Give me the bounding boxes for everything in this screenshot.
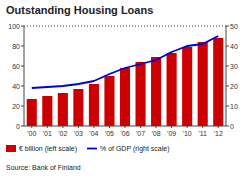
tick-label: '10	[183, 130, 192, 137]
tick	[226, 106, 229, 107]
bar	[213, 38, 223, 126]
tick-label: 40	[12, 83, 20, 90]
tick	[109, 126, 110, 128]
y-axis	[24, 26, 25, 126]
chart: Outstanding Housing Loans 0 20 40 60 80 100 0 10…	[0, 0, 250, 180]
legend-swatch	[87, 148, 97, 150]
bar	[198, 42, 208, 126]
legend: € billion (left scale) % of GDP (right sc…	[6, 145, 169, 153]
tick-label: '05	[105, 130, 114, 137]
annotation: Source: Bank of Finland	[6, 164, 81, 171]
tick-label: '07	[136, 130, 145, 137]
tick-label: '11	[198, 130, 207, 137]
bar	[58, 93, 68, 126]
tick	[21, 66, 24, 67]
legend-label: € billion (left scale)	[19, 145, 77, 153]
tick-label: '03	[74, 130, 83, 137]
bar	[167, 53, 177, 126]
bar	[182, 47, 192, 126]
y2-axis	[226, 26, 227, 126]
tick	[226, 126, 229, 127]
tick-label: 20	[230, 83, 238, 90]
tick	[78, 126, 79, 128]
tick-label: 50	[230, 23, 238, 30]
bar	[135, 62, 145, 126]
title: Outstanding Housing Loans	[6, 4, 153, 16]
tick-label: 0	[230, 123, 234, 130]
tick	[226, 46, 229, 47]
bar	[89, 84, 99, 126]
bar	[120, 68, 130, 126]
tick-label: '08	[152, 130, 161, 137]
tick	[171, 126, 172, 128]
top-rule	[24, 26, 226, 27]
tick	[21, 26, 24, 27]
tick	[21, 126, 24, 127]
tick-label: '02	[58, 130, 67, 137]
tick-label: 80	[12, 43, 20, 50]
bar	[42, 96, 52, 126]
bar	[151, 57, 161, 126]
legend-swatch	[6, 145, 16, 152]
tick-label: '00	[27, 130, 36, 137]
legend-item: % of GDP (right scale)	[87, 145, 170, 153]
tick	[21, 46, 24, 47]
tick-label: 0	[16, 123, 20, 130]
tick	[47, 126, 48, 128]
legend-label: % of GDP (right scale)	[100, 145, 170, 153]
tick-label: 100	[8, 23, 20, 30]
tick-label: '12	[214, 130, 223, 137]
tick	[202, 126, 203, 128]
tick	[125, 126, 126, 128]
tick	[140, 126, 141, 128]
bar	[73, 89, 83, 126]
tick	[21, 86, 24, 87]
tick-label: '06	[120, 130, 129, 137]
line	[32, 36, 218, 88]
tick-label: 40	[230, 43, 238, 50]
tick	[62, 126, 63, 128]
tick	[187, 126, 188, 128]
tick	[226, 66, 229, 67]
plot-area	[27, 36, 224, 126]
tick-label: '09	[167, 130, 176, 137]
tick	[21, 106, 24, 107]
tick-label: 30	[230, 63, 238, 70]
bar	[104, 76, 114, 126]
tick	[218, 126, 219, 128]
tick	[226, 86, 229, 87]
tick	[93, 126, 94, 128]
tick-label: '04	[89, 130, 98, 137]
legend-item: € billion (left scale)	[6, 145, 77, 153]
tick-label: 20	[12, 103, 20, 110]
tick-label: 10	[230, 103, 238, 110]
tick	[156, 126, 157, 128]
tick-label: '01	[43, 130, 52, 137]
tick	[226, 26, 229, 27]
bar	[27, 99, 37, 126]
tick	[31, 126, 32, 128]
tick-label: 60	[12, 63, 20, 70]
